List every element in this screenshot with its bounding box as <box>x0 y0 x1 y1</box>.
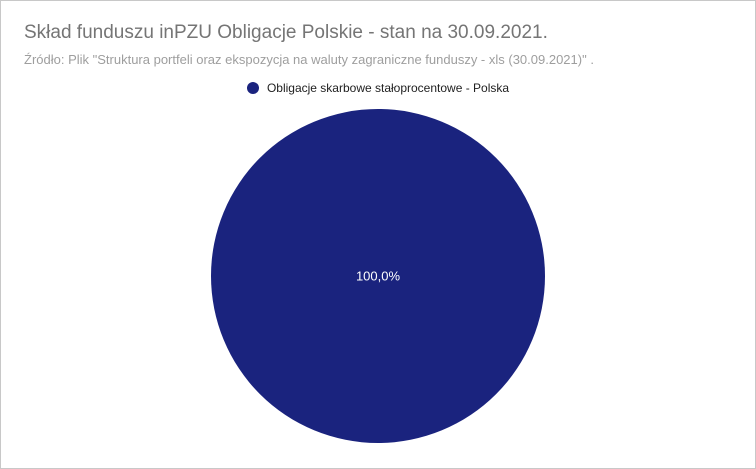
legend-item[interactable]: Obligacje skarbowe stałoprocentowe - Pol… <box>246 81 510 95</box>
pie-slice[interactable] <box>211 109 545 443</box>
chart-subtitle: Źródło: Plik "Struktura portfeli oraz ek… <box>24 52 594 67</box>
legend-swatch <box>246 82 259 94</box>
legend-label: Obligacje skarbowe stałoprocentowe - Pol… <box>266 81 510 95</box>
chart-title: Skład funduszu inPZU Obligacje Polskie -… <box>24 22 548 43</box>
chart-legend: Obligacje skarbowe stałoprocentowe - Pol… <box>0 80 756 96</box>
pie-slice-label: 100,0% <box>356 269 401 284</box>
